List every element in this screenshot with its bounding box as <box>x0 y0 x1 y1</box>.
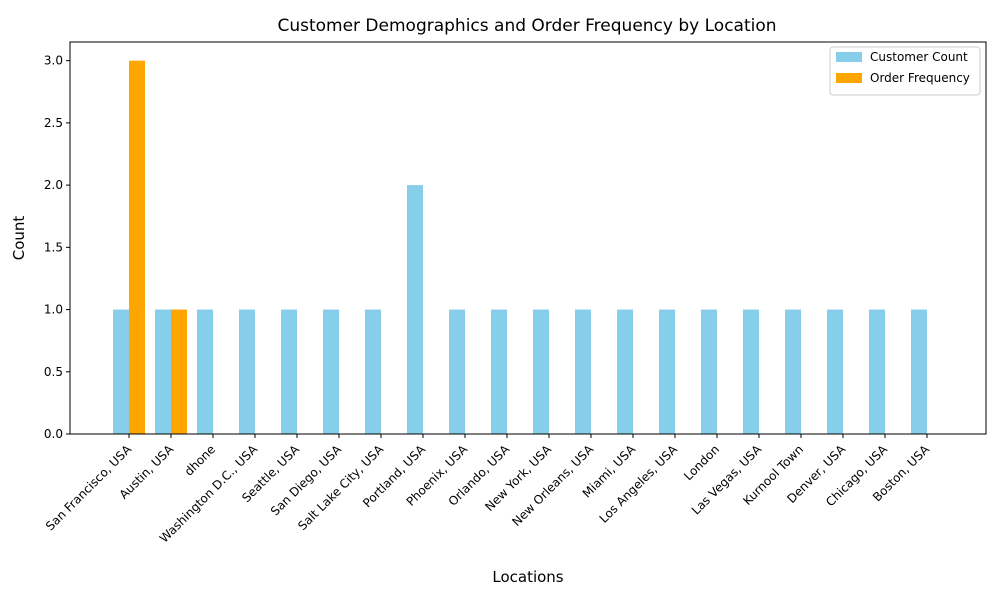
bar-order-frequency-1 <box>171 309 187 434</box>
y-tick-label: 2.5 <box>44 116 63 130</box>
y-tick-label: 1.0 <box>44 303 63 317</box>
bar-customer-count-5 <box>323 309 339 434</box>
bar-customer-count-17 <box>827 309 843 434</box>
y-axis-label: Count <box>10 216 28 261</box>
legend: Customer Count Order Frequency <box>829 46 981 96</box>
bar-customer-count-6 <box>365 309 381 434</box>
bar-customer-count-16 <box>785 309 801 434</box>
y-tick-label: 0.5 <box>44 365 63 379</box>
legend-swatch <box>836 73 862 83</box>
x-tick-label: San Diego, USA <box>268 442 345 519</box>
y-tick-label: 3.0 <box>44 54 63 68</box>
bar-customer-count-10 <box>533 309 549 434</box>
bar-customer-count-7 <box>407 185 423 434</box>
bar-customer-count-1 <box>155 309 171 434</box>
x-tick-label: dhone <box>182 442 218 478</box>
x-tick-label: Los Angeles, USA <box>597 442 681 526</box>
bar-customer-count-13 <box>659 309 675 434</box>
y-tick-label: 0.0 <box>44 427 63 441</box>
bar-customer-count-14 <box>701 309 717 434</box>
bar-customer-count-18 <box>869 309 885 434</box>
x-tick-label: London <box>681 442 722 483</box>
x-tick-label: New Orleans, USA <box>509 442 596 529</box>
bar-customer-count-15 <box>743 309 759 434</box>
bar-customer-count-0 <box>113 309 129 434</box>
chart-title: Customer Demographics and Order Frequenc… <box>277 16 776 36</box>
plot-frame <box>69 41 987 435</box>
bar-customer-count-19 <box>911 309 927 434</box>
legend-label: Customer Count <box>870 50 968 64</box>
y-axis: 0.0 0.5 1.0 1.5 2.0 2.5 3.0 <box>44 54 70 441</box>
bar-customer-count-9 <box>491 309 507 434</box>
legend-box <box>829 46 981 96</box>
legend-label: Order Frequency <box>870 71 970 85</box>
y-tick-label: 2.0 <box>44 178 63 192</box>
bar-customer-count-4 <box>281 309 297 434</box>
bar-customer-count-8 <box>449 309 465 434</box>
bar-customer-count-11 <box>575 309 591 434</box>
bar-customer-count-3 <box>239 309 255 434</box>
bar-customer-count-2 <box>197 309 213 434</box>
bar-order-frequency-0 <box>129 60 145 435</box>
x-axis-label: Locations <box>492 568 563 586</box>
bar-customer-count-12 <box>617 309 633 434</box>
bars-layer <box>113 60 927 435</box>
legend-swatch <box>836 52 862 62</box>
y-tick-label: 1.5 <box>44 240 63 254</box>
